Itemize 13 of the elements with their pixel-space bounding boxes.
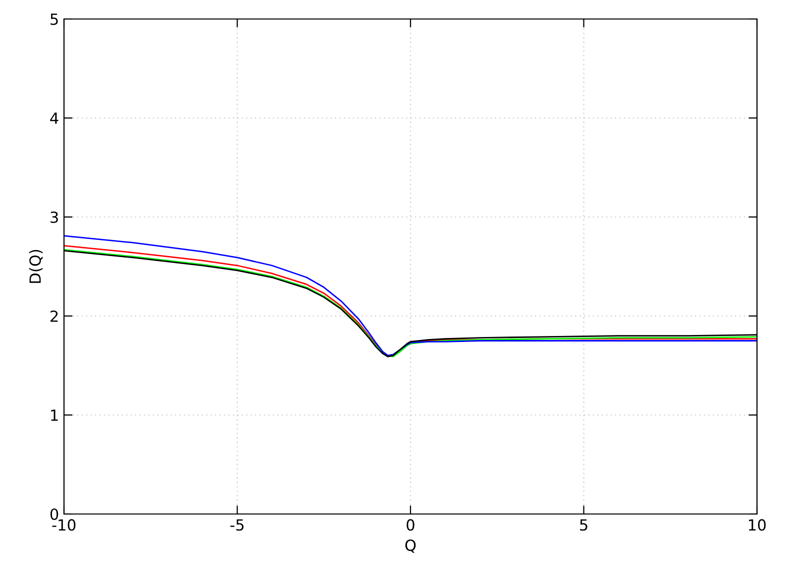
y-axis-title: D(Q) [29,250,43,283]
y-tick-label: 5 [50,14,58,26]
x-tick-label: 5 [580,519,588,531]
y-tick-label: 0 [50,508,58,520]
x-axis-title: Q [405,539,416,553]
y-tick-label: 1 [51,410,58,421]
x-tick-label: -10 [52,519,76,531]
y-tick-label: 2 [50,310,58,322]
y-tick-label: 3 [50,211,58,224]
x-tick-label: -5 [230,519,244,531]
x-tick-label: 0 [406,519,414,531]
x-tick-label: 10 [748,519,766,531]
y-tick-label: 4 [50,112,58,124]
